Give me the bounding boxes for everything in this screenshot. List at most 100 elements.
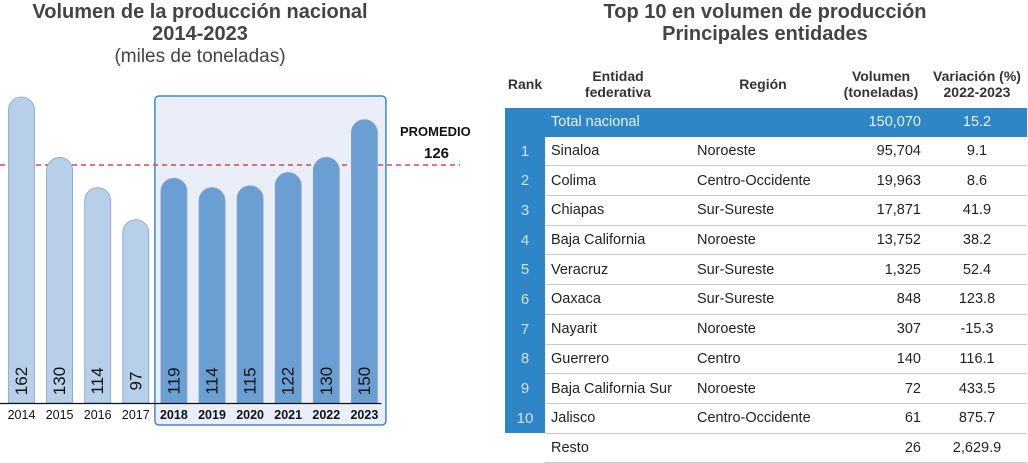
volume-cell: 140 <box>835 344 927 375</box>
variation-cell: 52.4 <box>927 254 1027 286</box>
table-row: 5 Veracruz Sur-Sureste 1,325 52.4 <box>505 254 1027 286</box>
bar-2014 <box>8 96 35 404</box>
bar-value-label: 119 <box>164 367 183 394</box>
bar-value-label: 122 <box>279 367 298 395</box>
chart-title-line1: Volumen de la producción nacional <box>32 1 368 23</box>
total-row: Total nacional 150,070 15.2 <box>505 108 1027 137</box>
volume-cell: 26 <box>835 433 927 463</box>
x-tick-label: 2018 <box>160 408 188 422</box>
table-row: 8 Guerrero Centro 140 116.1 <box>505 344 1027 375</box>
bar-2018 <box>160 177 188 404</box>
volume-cell: 17,871 <box>835 195 927 226</box>
entity-cell: Baja California Sur <box>545 373 691 404</box>
bar-2015 <box>46 157 73 404</box>
table-row: 10 Jalisco Centro-Occidente 61 875.7 <box>505 403 1027 434</box>
variation-cell: 123.8 <box>927 284 1027 315</box>
volume-cell: 72 <box>835 373 927 404</box>
top10-table-panel: Top 10 en volumen de producción Principa… <box>495 0 1028 463</box>
table-row: 2 Colima Centro-Occidente 19,963 8.6 <box>505 165 1027 197</box>
rank-cell: 3 <box>505 195 545 226</box>
variation-cell: 8.6 <box>927 165 1027 197</box>
table-header-row: Rank Entidad federativa Región Volumen (to… <box>505 60 1027 108</box>
table-row: 7 Nayarit Noroeste 307 -15.3 <box>505 314 1027 345</box>
table-row: 4 Baja California Noroeste 13,752 38.2 <box>505 225 1027 256</box>
x-tick-label: 2021 <box>274 408 302 422</box>
x-tick-label: 2019 <box>198 408 226 422</box>
rank-cell: 6 <box>505 284 545 315</box>
region-cell: Sur-Sureste <box>691 254 835 286</box>
entity-cell: Sinaloa <box>545 136 691 167</box>
bar-2023 <box>351 119 378 404</box>
header-variation: Variación (%) 2022-2023 <box>933 68 1021 100</box>
entity-cell: Guerrero <box>545 344 691 375</box>
entity-cell: Jalisco <box>545 403 691 434</box>
rank-cell: 4 <box>505 225 545 255</box>
table-row: 3 Chiapas Sur-Sureste 17,871 41.9 <box>505 195 1027 226</box>
rank-cell: 10 <box>505 403 545 434</box>
variation-cell: -15.3 <box>927 314 1027 345</box>
variation-cell: 41.9 <box>927 195 1027 226</box>
variation-cell: 2,629.9 <box>927 433 1027 463</box>
production-chart-panel: Volumen de la producción nacional 2014-2… <box>0 0 485 445</box>
header-rank: Rank <box>507 76 543 92</box>
rank-cell: 1 <box>505 136 545 166</box>
region-cell: Noroeste <box>691 136 835 167</box>
ranking-table: Rank Entidad federativa Región Volumen (to… <box>505 60 1027 463</box>
rank-cell <box>505 108 545 137</box>
chart-subtitle: (miles de toneladas) <box>114 46 286 67</box>
x-tick-label: 2020 <box>236 408 264 422</box>
table-title-line2: Principales entidades <box>662 23 868 45</box>
region-cell: Centro <box>691 344 835 375</box>
average-label: PROMEDIO <box>400 124 471 139</box>
entity-cell: Total nacional <box>545 108 691 137</box>
bar-2017 <box>122 219 150 404</box>
bar-value-label: 162 <box>12 367 31 395</box>
region-cell: Sur-Sureste <box>691 195 835 226</box>
bar-value-label: 97 <box>126 372 145 391</box>
x-tick-label: 2017 <box>122 408 150 422</box>
entity-cell: Colima <box>545 165 691 197</box>
entity-cell: Resto <box>545 433 691 463</box>
region-cell: Noroeste <box>691 314 835 345</box>
x-tick-label: 2023 <box>350 408 378 422</box>
entity-cell: Baja California <box>545 225 691 256</box>
volume-cell: 13,752 <box>835 225 927 256</box>
x-tick-label: 2015 <box>46 408 74 422</box>
rank-cell: 5 <box>505 254 545 285</box>
x-tick-label: 2014 <box>8 408 36 422</box>
region-cell: Centro-Occidente <box>691 165 835 197</box>
region-cell: Sur-Sureste <box>691 284 835 315</box>
bar-value-label: 115 <box>241 367 260 394</box>
region-cell: Centro-Occidente <box>691 403 835 434</box>
x-tick-label: 2016 <box>84 408 112 422</box>
rank-cell: 9 <box>505 373 545 404</box>
bar-value-label: 114 <box>88 367 107 394</box>
region-cell <box>691 433 835 463</box>
header-volume: Volumen (toneladas) <box>843 68 919 100</box>
bar-2019 <box>198 187 226 404</box>
variation-cell: 38.2 <box>927 225 1027 256</box>
volume-cell: 19,963 <box>835 165 927 197</box>
volume-cell: 61 <box>835 403 927 434</box>
x-tick-label: 2022 <box>312 408 340 422</box>
entity-cell: Oaxaca <box>545 284 691 315</box>
variation-cell: 116.1 <box>927 344 1027 375</box>
bar-value-label: 130 <box>50 367 69 395</box>
chart-title-line2: 2014-2023 <box>152 23 248 45</box>
rank-cell <box>505 433 545 463</box>
bar-value-label: 114 <box>203 367 222 394</box>
volume-cell: 1,325 <box>835 254 927 286</box>
variation-cell: 875.7 <box>927 403 1027 434</box>
header-region: Región <box>739 76 787 92</box>
variation-cell: 15.2 <box>927 108 1027 137</box>
bar-2016 <box>84 187 112 404</box>
entity-cell: Chiapas <box>545 195 691 226</box>
region-cell: Noroeste <box>691 373 835 404</box>
entity-cell: Nayarit <box>545 314 691 345</box>
bar-value-label: 130 <box>317 367 336 395</box>
header-entity: Entidad federativa <box>584 68 652 100</box>
bar-value-label: 150 <box>355 367 374 395</box>
region-cell: Noroeste <box>691 225 835 256</box>
average-value: 126 <box>424 145 449 162</box>
table-row: 9 Baja California Sur Noroeste 72 433.5 <box>505 373 1027 404</box>
